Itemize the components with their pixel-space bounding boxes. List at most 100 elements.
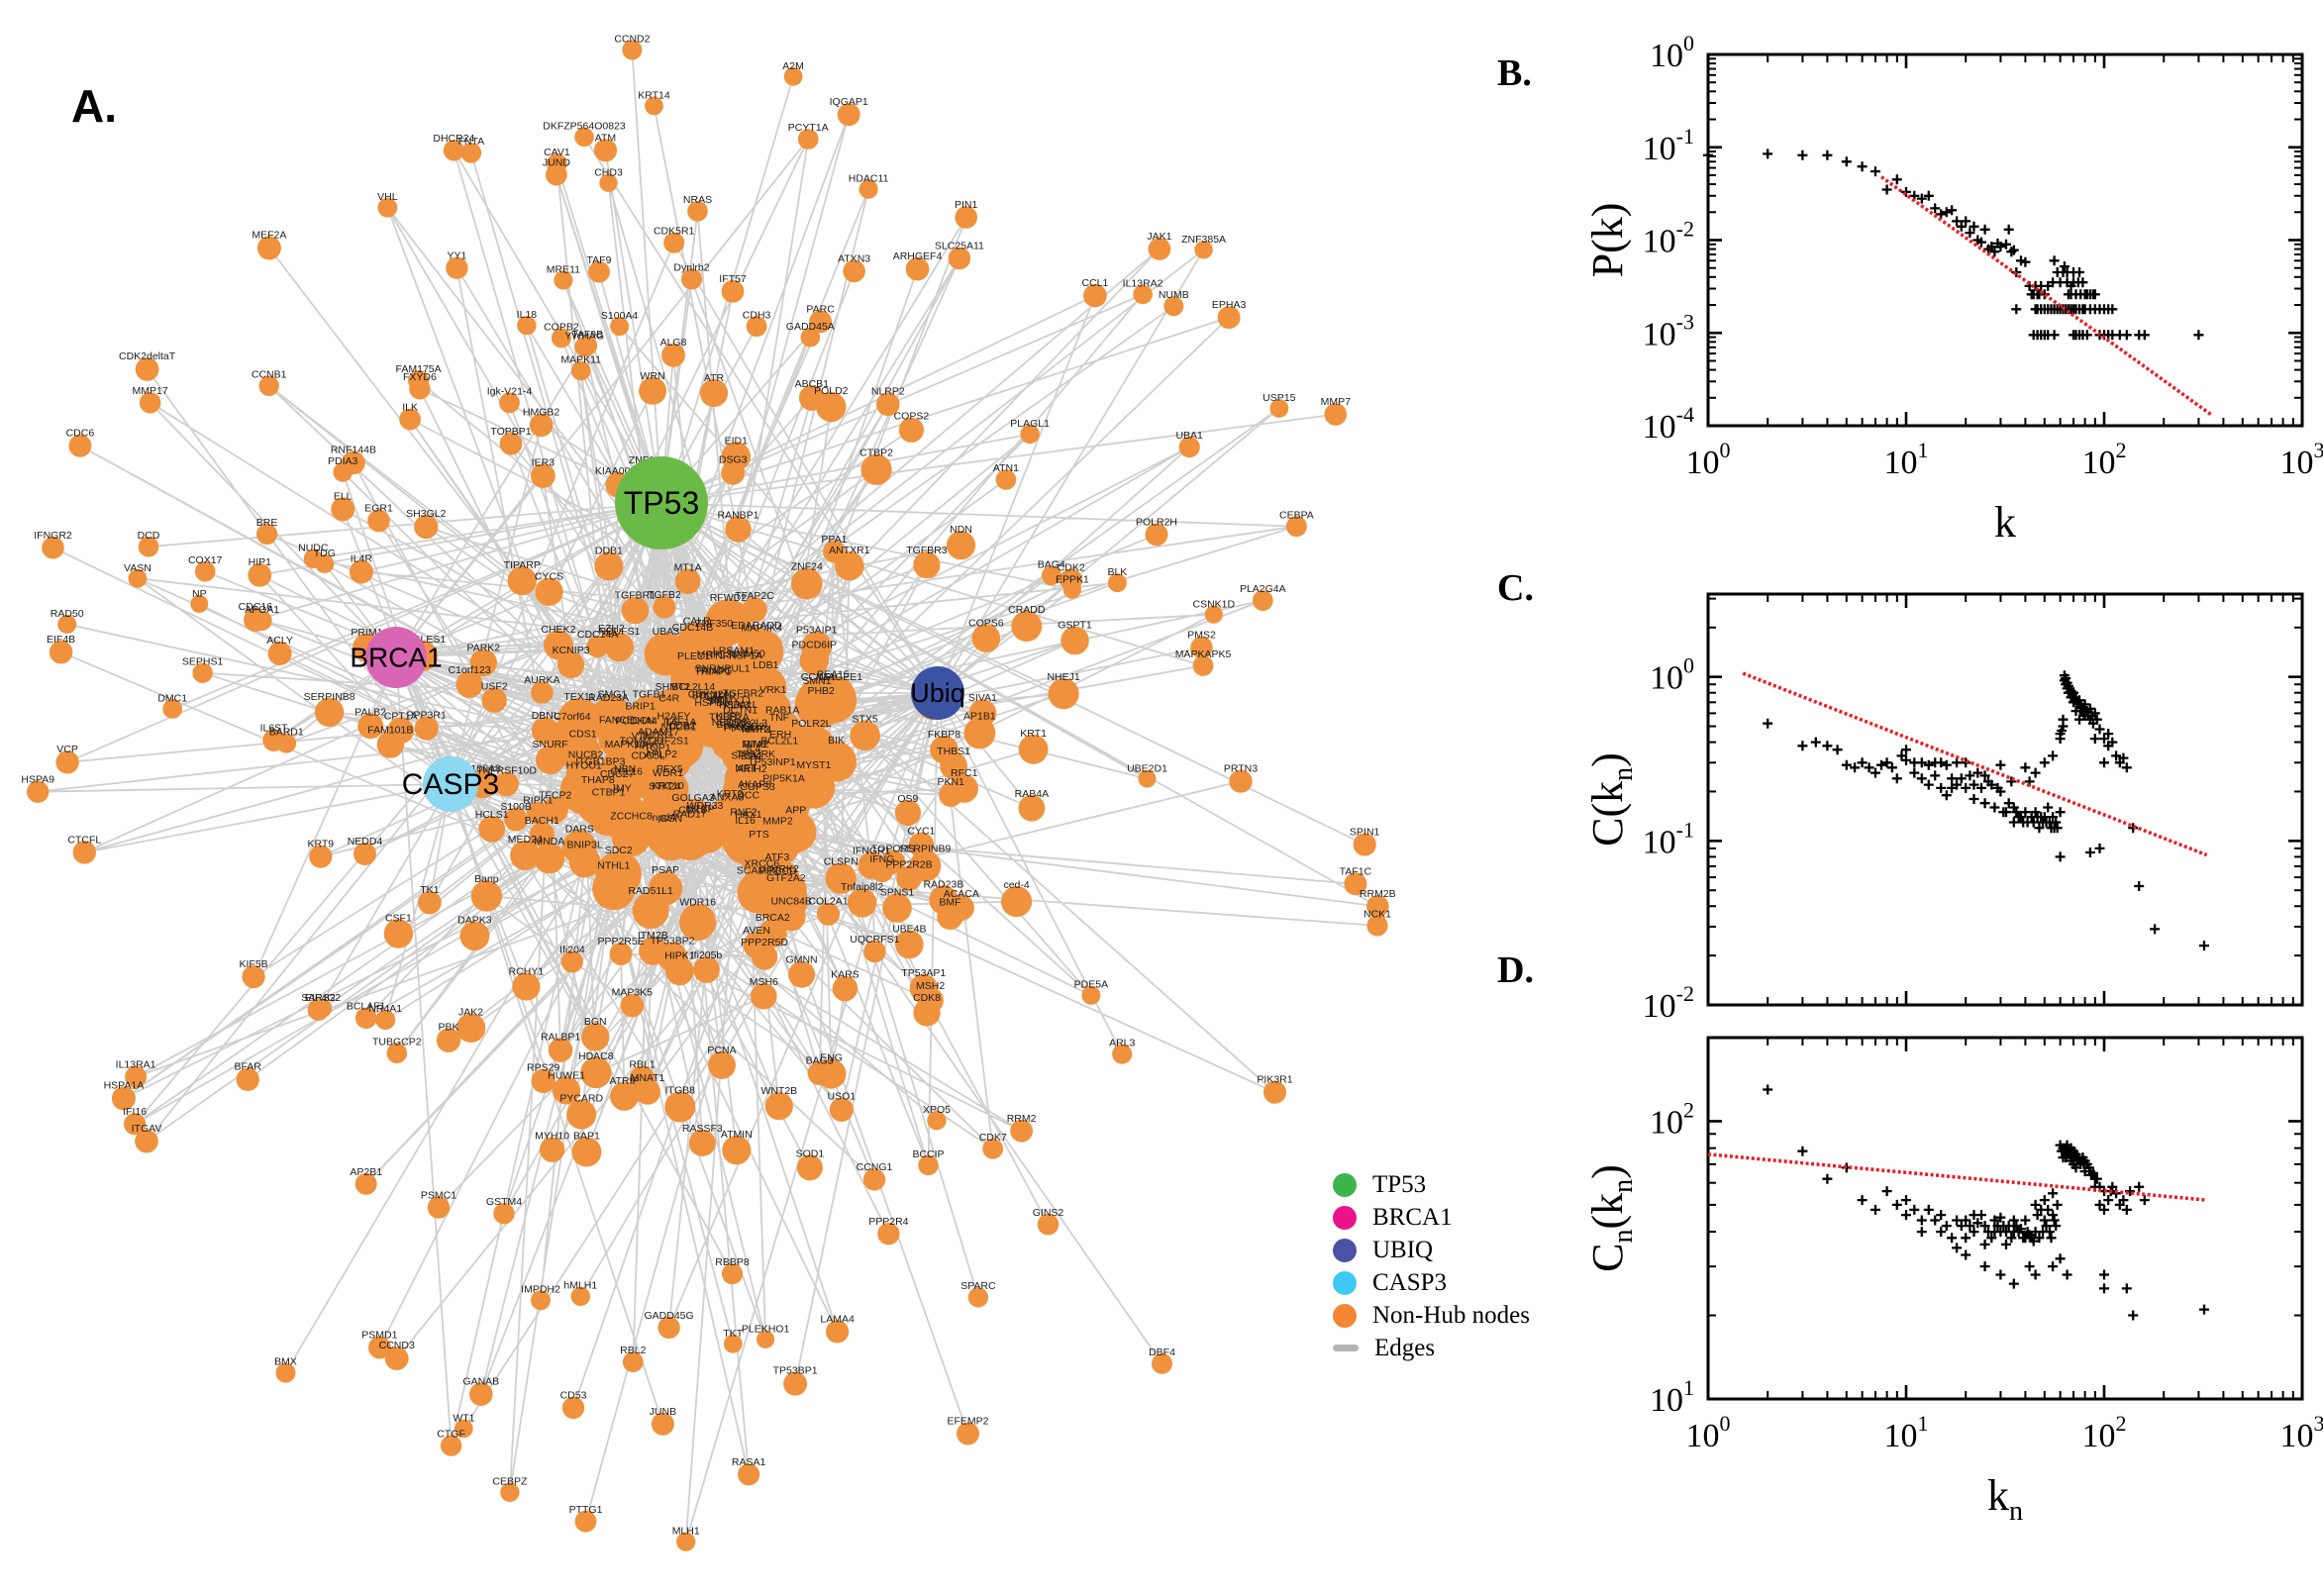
network-node — [354, 843, 376, 865]
network-node — [507, 565, 537, 596]
legend-label: Edges — [1374, 1334, 1436, 1361]
legend-item-tp53: TP53 — [1333, 1168, 1530, 1201]
network-node-label: PSMC1 — [421, 1189, 456, 1201]
y-tick-label: 10-1 — [1643, 817, 1694, 860]
network-node-label: AVEN — [743, 925, 770, 937]
network-node-label: BRE — [256, 517, 278, 529]
network-node-label: PCNA — [707, 1045, 736, 1056]
network-node — [676, 1532, 696, 1551]
network-node — [837, 103, 860, 127]
network-node-label: SERPINB8 — [304, 691, 355, 703]
network-node-label: NCK1 — [1364, 908, 1391, 920]
network-node-label: ZCCHC8 — [610, 811, 653, 823]
network-node — [534, 843, 565, 874]
network-node-label: TP53INP1 — [748, 756, 796, 768]
network-node-label: ITGAV — [132, 1123, 162, 1135]
network-node-label: CCNE1 — [801, 671, 837, 683]
network-node-label: MSH2 — [916, 980, 945, 992]
network-node — [529, 822, 555, 848]
network-node — [699, 378, 729, 408]
network-node-label: MAPKAPK5 — [1175, 648, 1232, 660]
network-node-label: MNAT1 — [631, 1072, 665, 1084]
network-node-label: HIP1 — [249, 556, 272, 568]
network-node — [469, 648, 497, 677]
network-node — [493, 1203, 515, 1225]
network-node-label: MSH6 — [750, 976, 778, 988]
network-node-label: ZNF350 — [695, 618, 733, 630]
network-node-label: FXYD6 — [403, 371, 437, 383]
x-tick-label: 102 — [2082, 438, 2127, 481]
network-node — [440, 1435, 462, 1456]
network-node — [757, 1330, 775, 1348]
network-node — [1190, 636, 1213, 659]
network-node-label: H2AFY — [656, 710, 690, 722]
network-node-label: SF1 — [707, 695, 726, 707]
network-node-label: TOPBP1 — [490, 426, 531, 438]
network-node — [559, 766, 608, 815]
network-node-label: NDUFS1 — [598, 626, 640, 638]
network-node — [725, 694, 761, 731]
network-node-label: HSPA9 — [21, 774, 54, 786]
network-node — [563, 735, 602, 773]
network-node — [801, 631, 833, 662]
network-node-label: POLR2L — [791, 718, 831, 730]
y-tick-label: 101 — [1650, 1375, 1694, 1419]
network-node-label: RAD51L1 — [628, 885, 673, 897]
network-node — [679, 903, 717, 942]
network-node-label: FNTA — [457, 136, 484, 148]
network-node-label: BCL2L1 — [760, 736, 798, 748]
network-node-label: MAP4K4 — [741, 623, 782, 635]
scatter-points — [1763, 1084, 2209, 1321]
network-node — [548, 1038, 573, 1062]
network-node-label: ALG8 — [660, 337, 687, 349]
network-node-label: BAG4 — [1038, 559, 1065, 571]
network-node-label: DCN — [632, 715, 655, 727]
network-node — [1138, 769, 1157, 788]
network-node — [783, 66, 803, 86]
fit-line — [1879, 175, 2213, 417]
network-node-label: IQGAP1 — [830, 96, 868, 108]
network-node — [135, 1129, 158, 1153]
network-node — [661, 343, 685, 367]
network-node — [858, 179, 878, 199]
network-node — [414, 716, 439, 741]
legend-label: CASP3 — [1372, 1268, 1448, 1296]
network-node — [800, 327, 821, 348]
network-node — [832, 975, 858, 1002]
network-node — [252, 610, 272, 632]
network-node — [639, 937, 667, 965]
network-node-label: NP — [192, 588, 207, 600]
network-node-label: TKT — [723, 1328, 743, 1340]
network-node-label: KARS — [831, 969, 859, 981]
network-node — [708, 1050, 736, 1079]
network-node-label: EIF2S1 — [655, 736, 689, 748]
network-node-label: JUND — [543, 157, 570, 169]
legend-label: TP53 — [1372, 1170, 1427, 1198]
network-node-label: HYOU1 — [566, 760, 602, 772]
network-node-label: CYCS — [535, 571, 563, 583]
network-node-label: RRM2 — [1007, 1113, 1037, 1125]
network-node-label: ARHGEF4 — [893, 250, 943, 262]
network-node — [135, 357, 159, 381]
network-node — [1018, 734, 1049, 764]
network-node — [459, 921, 490, 951]
network-node-label: PLEKHO1 — [742, 1324, 790, 1336]
network-node — [798, 385, 825, 411]
network-node-label: HDAC11 — [849, 173, 889, 185]
network-node-label: RRM2B — [1360, 888, 1396, 900]
network-node-label: NEDD4 — [348, 836, 383, 848]
network-node — [139, 392, 161, 414]
network-node — [560, 950, 584, 973]
network-node-label: KCNIP3 — [553, 645, 590, 656]
network-node-label: RNF144B — [331, 445, 376, 456]
network-node-label: PIAS4 — [724, 723, 754, 735]
network-node-label: CEBPA — [1279, 509, 1314, 521]
network-node — [693, 956, 720, 983]
network-node — [894, 799, 922, 827]
network-node — [55, 750, 79, 774]
network-node-label: TP53AP1 — [901, 967, 946, 979]
network-node-label: SHMT2 — [656, 681, 691, 693]
network-node — [1083, 283, 1107, 308]
network-node — [68, 434, 92, 457]
network-node-label: PARK2 — [466, 643, 500, 654]
